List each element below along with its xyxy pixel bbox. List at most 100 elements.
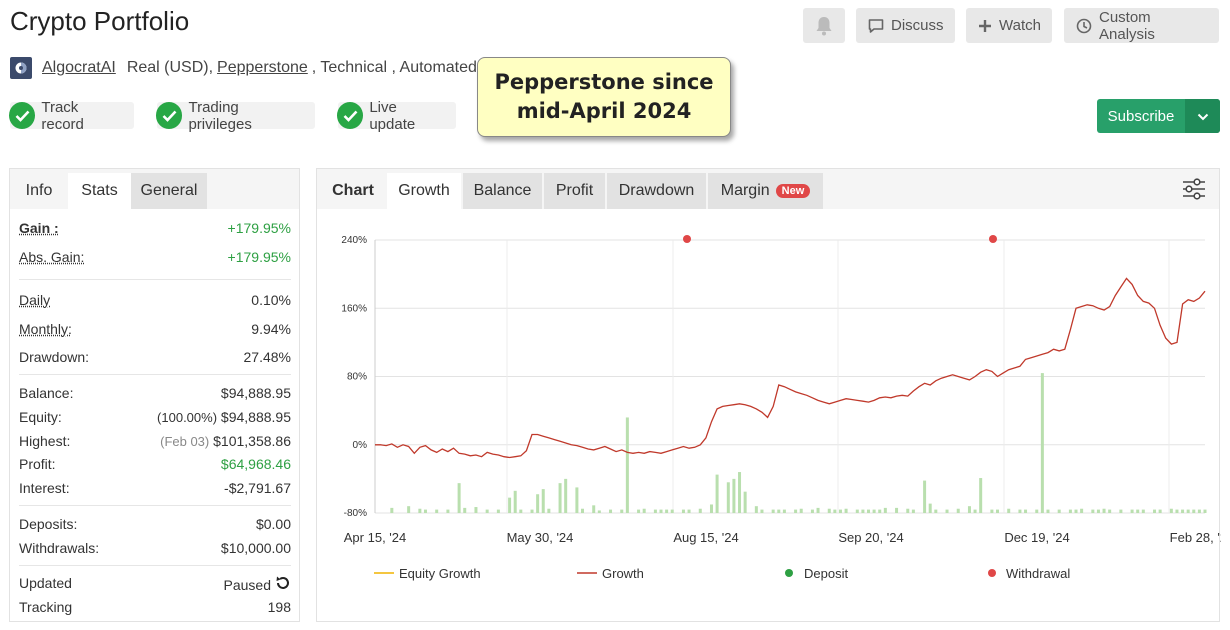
data-bar: [485, 509, 489, 513]
data-bar: [794, 509, 798, 513]
data-bar: [1046, 509, 1050, 513]
stat-label: Tracking: [19, 599, 73, 615]
data-bar: [609, 509, 613, 513]
data-bar: [474, 507, 478, 513]
refresh-icon[interactable]: [275, 575, 291, 594]
live-update-label: Live update: [369, 98, 416, 133]
data-bar: [1130, 509, 1134, 513]
data-bar: [1057, 509, 1061, 513]
chart-tabs: Chart Growth Balance Profit Drawdown Mar…: [317, 169, 1219, 209]
data-bar: [861, 509, 865, 513]
data-bar: [423, 509, 427, 513]
data-bar: [1175, 509, 1179, 513]
x-tick-label: Aug 15, '24: [673, 530, 738, 545]
subscribe-label: Subscribe: [1107, 107, 1175, 125]
data-bar: [838, 509, 842, 513]
stat-label[interactable]: Abs. Gain:: [19, 249, 85, 265]
stat-label[interactable]: Daily: [19, 292, 51, 308]
data-bar: [1119, 509, 1123, 513]
notify-button[interactable]: [803, 8, 845, 43]
tab-stats-label: Stats: [81, 182, 118, 199]
tab-margin[interactable]: Margin New: [708, 173, 823, 209]
highest-date: (Feb 03): [160, 434, 210, 449]
data-bar: [457, 483, 461, 513]
subscribe-dropdown[interactable]: [1185, 99, 1220, 133]
data-bar: [575, 487, 579, 513]
account-meta: AlgocratAI Real (USD), Pepperstone , Tec…: [10, 56, 486, 80]
stat-label: Withdrawals:: [19, 540, 100, 556]
tab-chart-label: Chart: [332, 182, 374, 199]
tab-drawdown[interactable]: Drawdown: [607, 173, 706, 209]
legend-deposit-label: Deposit: [804, 566, 848, 581]
tab-general[interactable]: General: [131, 173, 207, 209]
y-tick-label: 240%: [341, 235, 367, 246]
data-bar: [738, 472, 742, 513]
equity-percent: (100.00%): [157, 410, 218, 425]
watch-label: Watch: [999, 17, 1041, 34]
sliders-icon[interactable]: [1182, 178, 1206, 205]
legend-equity-label: Equity Growth: [399, 566, 481, 581]
data-bar: [883, 507, 887, 513]
author-link[interactable]: AlgocratAI: [42, 59, 116, 76]
chevron-down-icon: [1197, 108, 1209, 125]
subscribe-button[interactable]: Subscribe: [1097, 99, 1220, 133]
stat-value: Paused: [224, 575, 291, 594]
data-bar: [687, 509, 691, 513]
tab-general-label: General: [140, 182, 198, 199]
custom-analysis-button[interactable]: Custom Analysis: [1064, 8, 1219, 43]
data-bar: [996, 509, 999, 513]
equity-amount: $94,888.95: [220, 409, 291, 425]
data-bar: [967, 506, 971, 513]
tab-profit[interactable]: Profit: [544, 173, 605, 209]
data-bar: [979, 478, 983, 513]
highest-amount: $101,358.86: [213, 433, 291, 449]
legend-withdrawal-swatch: [988, 569, 996, 577]
stats-panel: Info Stats General Gain : +179.95% Abs. …: [9, 168, 300, 622]
watch-button[interactable]: Watch: [966, 8, 1052, 43]
data-bar: [799, 508, 803, 513]
stat-value: $0.00: [255, 516, 291, 532]
divider: [19, 505, 291, 506]
stat-label: Updated: [19, 575, 72, 591]
divider: [19, 565, 291, 566]
data-bar: [446, 509, 450, 513]
data-bar: [1068, 509, 1072, 513]
data-bar: [597, 510, 601, 513]
data-bar: [878, 509, 882, 513]
stat-label[interactable]: Monthly:: [19, 321, 72, 337]
stat-value: $10,000.00: [220, 540, 291, 556]
data-bar: [782, 509, 786, 513]
stat-value: $94,888.95: [220, 385, 291, 401]
note-line-2: mid-April 2024: [516, 99, 692, 123]
stat-value: (100.00%) $94,888.95: [157, 409, 291, 425]
data-bar: [1040, 373, 1044, 513]
stat-label[interactable]: Gain :: [19, 220, 59, 236]
data-bar: [760, 509, 764, 513]
trading-privileges-label: Trading privileges: [188, 98, 252, 133]
stat-value: (Feb 03) $101,358.86: [160, 433, 291, 449]
tab-info[interactable]: Info: [10, 173, 68, 209]
stat-value: +179.95%: [227, 249, 291, 265]
broker-link[interactable]: Pepperstone: [217, 59, 308, 76]
data-bar: [670, 509, 674, 513]
x-tick-label: Dec 19, '24: [1004, 530, 1069, 545]
tab-stats[interactable]: Stats: [68, 173, 131, 209]
data-bar: [508, 497, 512, 513]
tab-growth[interactable]: Growth: [387, 173, 461, 209]
data-bar: [1197, 509, 1201, 513]
data-bar: [827, 508, 831, 513]
data-bar: [435, 509, 439, 513]
updated-status: Paused: [223, 576, 271, 593]
data-bar: [1108, 509, 1112, 513]
y-tick-label: 80%: [347, 372, 367, 383]
discuss-button[interactable]: Discuss: [856, 8, 955, 43]
data-bar: [418, 508, 422, 513]
tab-balance[interactable]: Balance: [463, 173, 542, 209]
divider: [19, 374, 291, 375]
check-icon: [156, 102, 183, 129]
legend-withdrawal-label: Withdrawal: [1006, 566, 1070, 581]
tab-margin-label: Margin: [720, 182, 770, 199]
data-bar: [1091, 509, 1095, 513]
live-update-badge: Live update: [337, 99, 456, 133]
data-bar: [1141, 509, 1145, 513]
